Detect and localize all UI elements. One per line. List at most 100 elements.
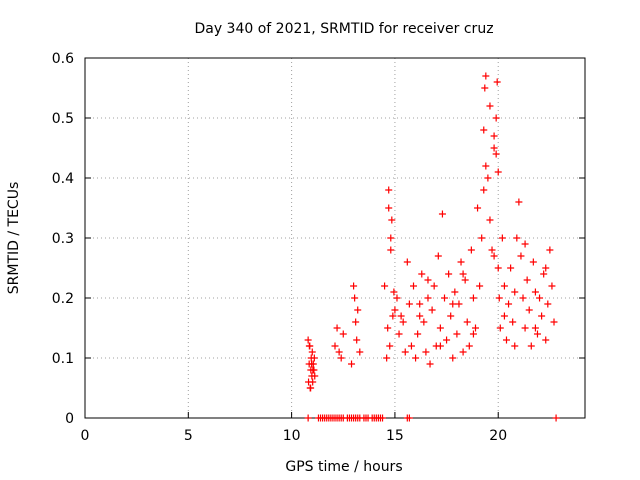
data-point xyxy=(513,234,521,242)
data-point xyxy=(390,288,398,296)
data-point xyxy=(519,294,527,302)
data-point xyxy=(469,330,477,338)
data-point xyxy=(527,342,535,350)
data-point xyxy=(422,348,430,356)
data-point xyxy=(379,414,387,422)
data-point xyxy=(353,336,361,344)
data-point xyxy=(533,330,541,338)
data-point xyxy=(387,246,395,254)
data-point xyxy=(337,354,345,362)
data-point xyxy=(430,282,438,290)
y-axis-label: SRMTID / TECUs xyxy=(6,182,22,295)
data-point xyxy=(515,198,523,206)
data-point xyxy=(494,168,502,176)
data-point xyxy=(399,318,407,326)
data-point xyxy=(305,342,313,350)
data-point xyxy=(498,234,506,242)
x-axis-label: GPS time / hours xyxy=(285,459,402,475)
data-point xyxy=(492,150,500,158)
data-point xyxy=(511,342,519,350)
data-point xyxy=(546,246,554,254)
data-point xyxy=(445,270,453,278)
data-point xyxy=(531,324,539,332)
y-tick-label: 0.2 xyxy=(52,291,74,307)
data-point xyxy=(395,330,403,338)
data-points xyxy=(304,72,560,422)
data-point xyxy=(416,300,424,308)
data-point xyxy=(385,204,393,212)
data-point xyxy=(393,294,401,302)
data-point xyxy=(434,252,442,260)
data-point xyxy=(436,342,444,350)
data-point xyxy=(436,324,444,332)
data-point xyxy=(517,252,525,260)
data-point xyxy=(335,348,343,356)
data-point xyxy=(309,366,317,374)
data-point xyxy=(386,342,394,350)
data-point xyxy=(552,414,560,422)
y-tick-label: 0.6 xyxy=(52,51,74,67)
data-point xyxy=(459,270,467,278)
data-point xyxy=(308,360,316,368)
data-point xyxy=(412,354,420,362)
data-point xyxy=(544,300,552,308)
x-tick-label: 20 xyxy=(489,428,507,444)
data-point xyxy=(538,312,546,320)
data-point xyxy=(531,288,539,296)
data-point xyxy=(457,258,465,266)
data-point xyxy=(304,336,312,344)
data-point xyxy=(502,336,510,344)
y-tick-label: 0.5 xyxy=(52,111,74,127)
data-point xyxy=(405,300,413,308)
data-point xyxy=(416,312,424,320)
data-point xyxy=(449,354,457,362)
data-point xyxy=(542,264,550,272)
data-point xyxy=(529,258,537,266)
data-point xyxy=(494,264,502,272)
data-point xyxy=(461,276,469,284)
data-point xyxy=(385,186,393,194)
data-point xyxy=(500,312,508,320)
y-tick-labels: 0 0.1 0.2 0.3 0.4 0.5 0.6 xyxy=(52,51,74,427)
chart-title: Day 340 of 2021, SRMTID for receiver cru… xyxy=(194,21,493,37)
data-point xyxy=(352,318,360,326)
data-point xyxy=(354,306,362,314)
data-point xyxy=(493,78,501,86)
data-point xyxy=(405,414,413,422)
data-point xyxy=(451,288,459,296)
data-point xyxy=(407,342,415,350)
data-point xyxy=(384,324,392,332)
data-point xyxy=(465,342,473,350)
data-point xyxy=(463,318,471,326)
data-point xyxy=(495,294,503,302)
data-point xyxy=(333,324,341,332)
data-point xyxy=(401,348,409,356)
data-point xyxy=(486,216,494,224)
data-point xyxy=(480,126,488,134)
data-point xyxy=(309,378,317,386)
axis-ticks xyxy=(84,57,585,419)
data-point xyxy=(310,354,318,362)
x-tick-label: 5 xyxy=(184,428,193,444)
data-point xyxy=(481,84,489,92)
data-point xyxy=(311,372,319,380)
data-point xyxy=(509,318,517,326)
data-point xyxy=(356,348,364,356)
data-point xyxy=(387,234,395,242)
data-point xyxy=(331,342,339,350)
data-point xyxy=(536,294,544,302)
data-point xyxy=(500,282,508,290)
data-point xyxy=(507,264,515,272)
data-point xyxy=(469,294,477,302)
data-point xyxy=(478,234,486,242)
data-point xyxy=(496,324,504,332)
data-point xyxy=(476,282,484,290)
data-point xyxy=(339,330,347,338)
data-point xyxy=(383,354,391,362)
x-tick-label: 10 xyxy=(283,428,301,444)
data-point xyxy=(525,306,533,314)
data-point xyxy=(391,306,399,314)
x-tick-label: 15 xyxy=(386,428,404,444)
y-tick-label: 0.1 xyxy=(52,351,74,367)
data-point xyxy=(424,294,432,302)
